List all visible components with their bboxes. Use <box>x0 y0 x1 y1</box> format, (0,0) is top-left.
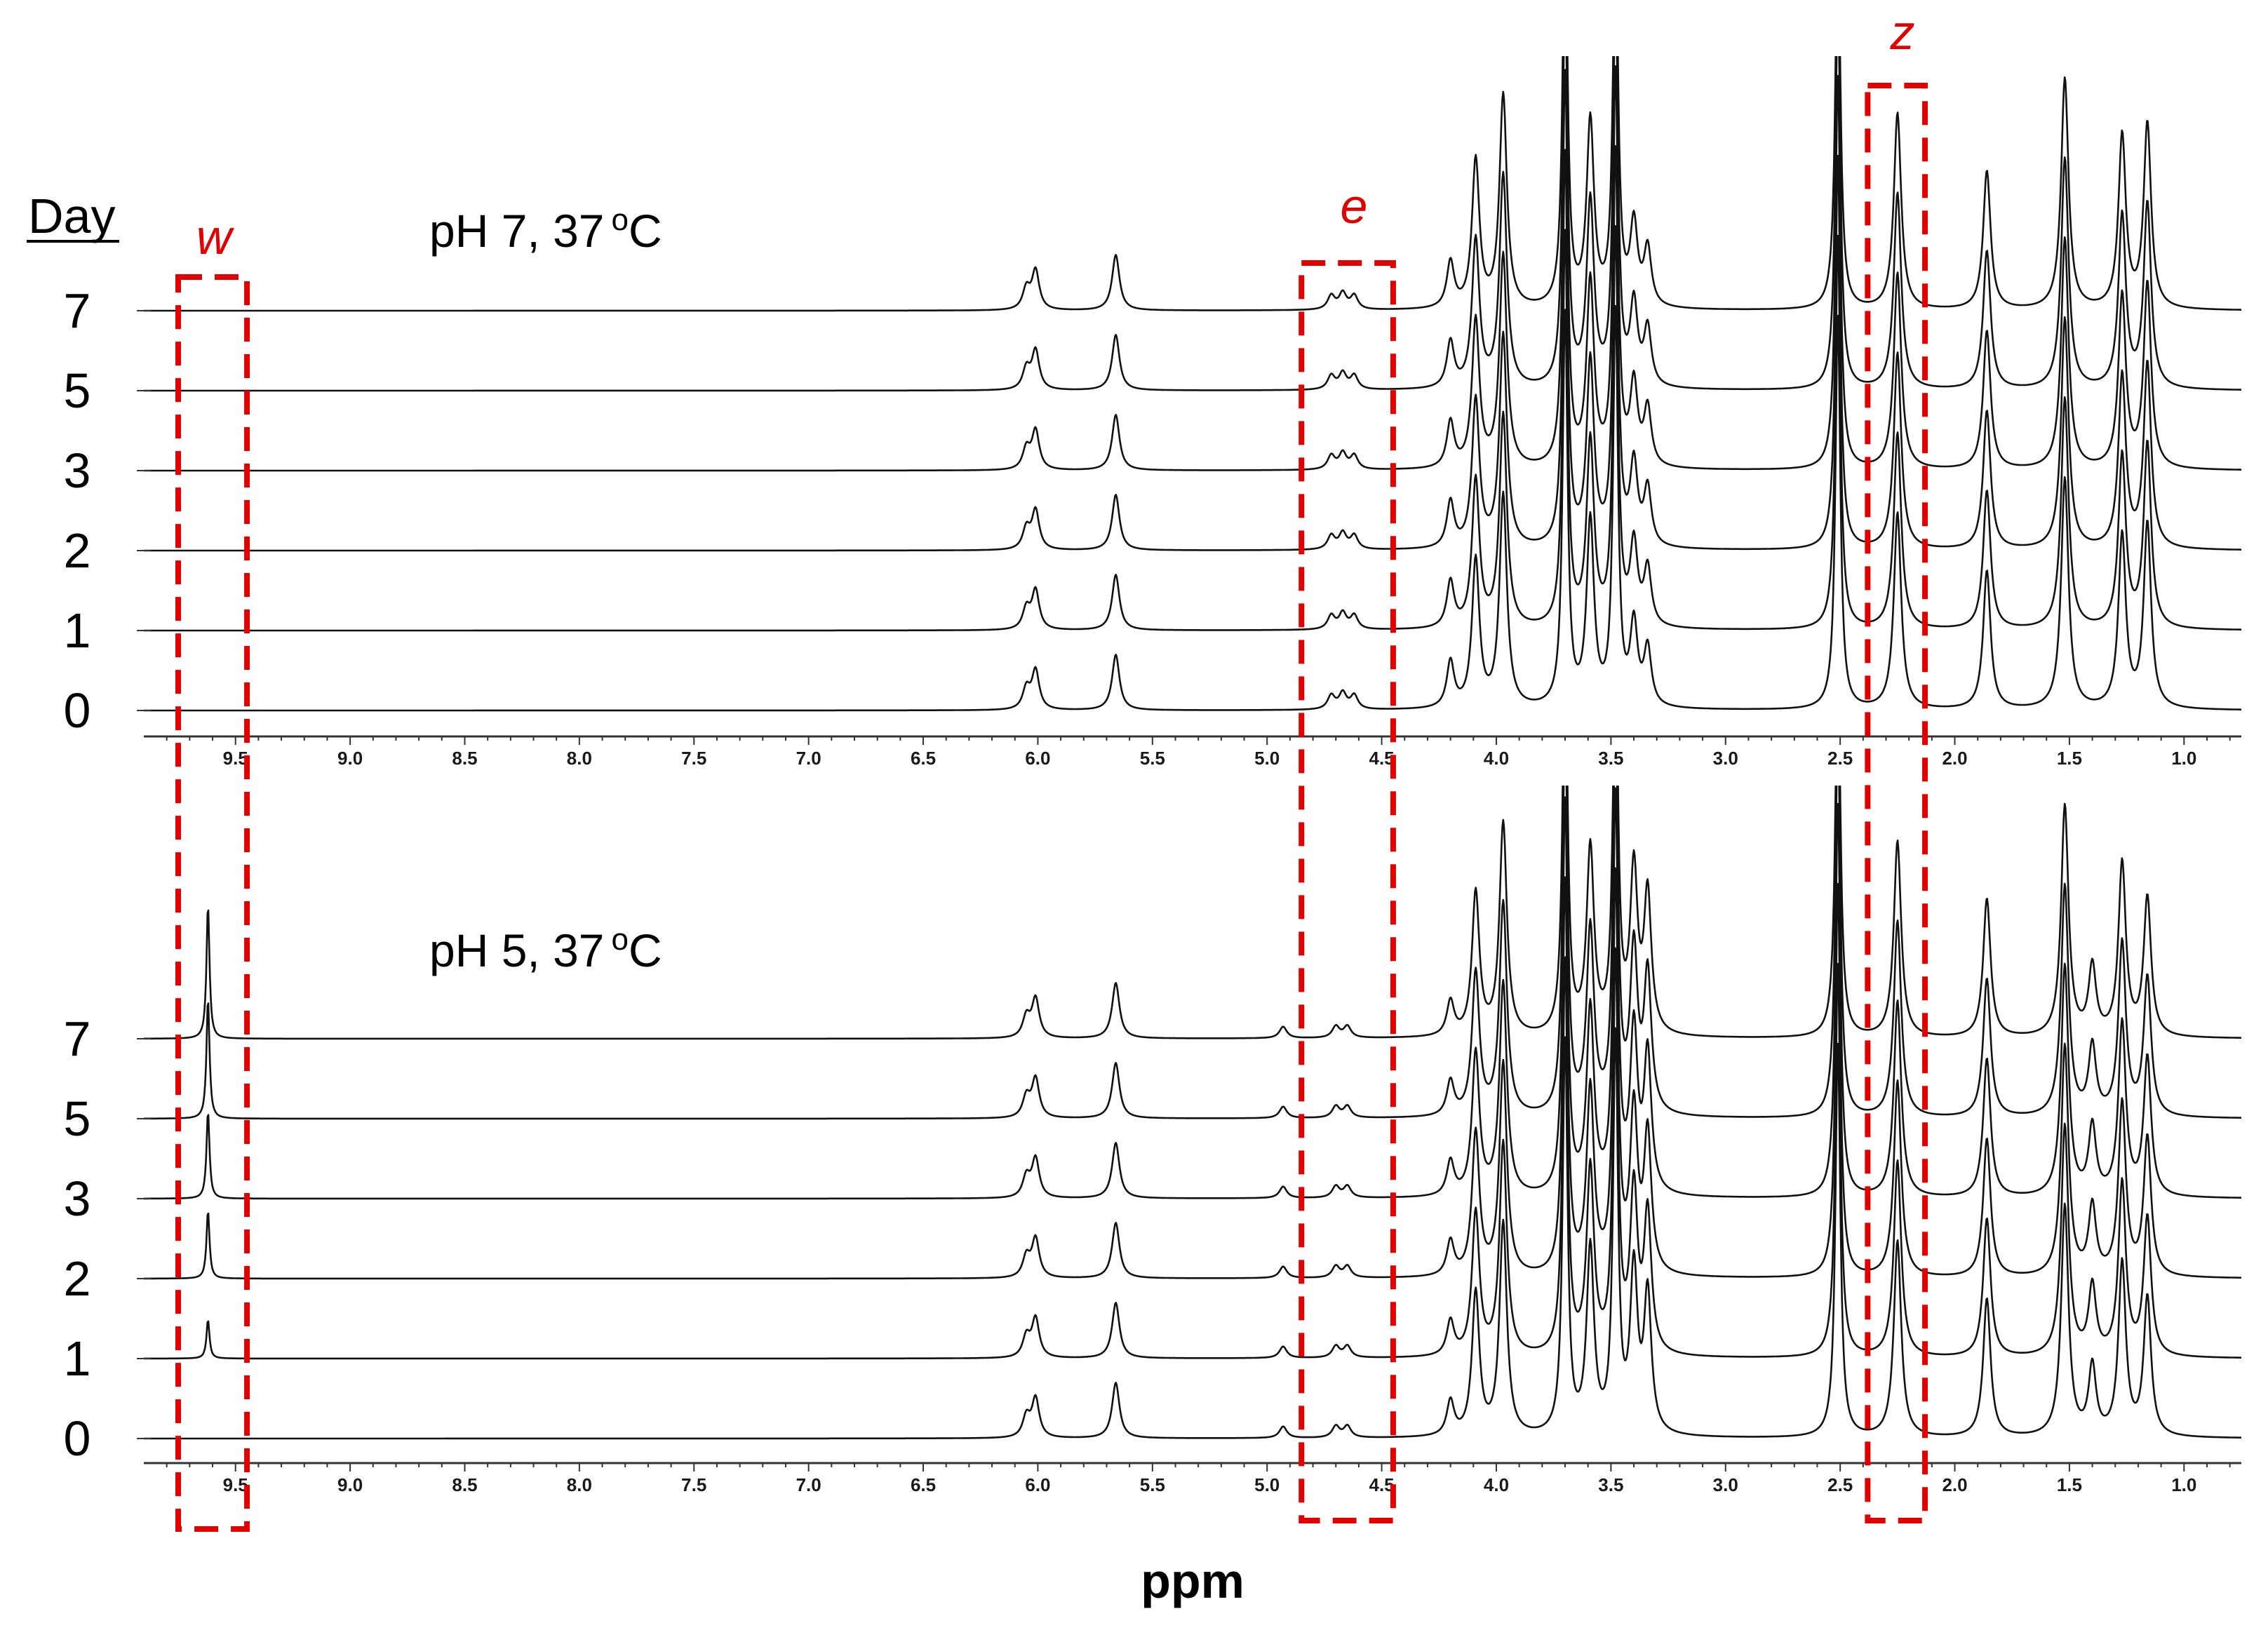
x-axis-label: ppm <box>1141 1554 1244 1608</box>
spectrum-day-2-panel-1 <box>143 144 2242 552</box>
x-tick-label: 5.0 <box>1254 1474 1280 1495</box>
x-tick-label: 8.0 <box>567 1474 592 1495</box>
x-tick-label: 4.5 <box>1369 1474 1395 1495</box>
x-tick-label: 5.0 <box>1254 748 1280 769</box>
spectrum-day-2-panel-2 <box>143 867 2242 1280</box>
spectrum-day-0-panel-1 <box>143 304 2242 712</box>
x-tick-label: 3.0 <box>1713 1474 1738 1495</box>
panel-2-condition: pH 5, 37 oC <box>429 922 662 976</box>
day-label: 7 <box>64 283 91 338</box>
x-tick-label: 4.0 <box>1484 748 1509 769</box>
spectrum-day-3-panel-2 <box>143 787 2242 1200</box>
annotation-box-z <box>1865 83 1928 1523</box>
x-tick-label: 8.5 <box>452 748 477 769</box>
spectrum-day-3-panel-1 <box>143 65 2242 472</box>
day-label: 0 <box>64 1411 91 1466</box>
x-tick-label: 2.5 <box>1827 1474 1853 1495</box>
x-tick-label: 3.0 <box>1713 748 1738 769</box>
spectra-layer <box>143 56 2242 1440</box>
x-tick-label: 4.5 <box>1369 748 1395 769</box>
spectrum-day-5-panel-1 <box>143 56 2242 392</box>
x-tick-label: 3.5 <box>1598 748 1623 769</box>
x-tick-label: 2.0 <box>1942 1474 1967 1495</box>
day-label: 3 <box>64 1171 91 1226</box>
day-label: 1 <box>64 603 91 658</box>
day-header: Day <box>28 189 115 243</box>
x-tick-label: 2.0 <box>1942 748 1967 769</box>
annotation-label-e: e <box>1341 179 1368 234</box>
day-label: 5 <box>64 1091 91 1146</box>
spectrum-day-1-panel-2 <box>143 947 2242 1360</box>
spectrum-day-1-panel-1 <box>143 224 2242 632</box>
x-tick-label: 1.5 <box>2057 1474 2082 1495</box>
annotation-label-w: w <box>196 210 235 264</box>
annotation-box-w <box>175 274 250 1532</box>
day-label: 2 <box>64 523 91 578</box>
day-label: 1 <box>64 1331 91 1386</box>
day-label: 7 <box>64 1011 91 1066</box>
x-tick-label: 1.5 <box>2057 748 2082 769</box>
spectrum-day-0-panel-2 <box>143 1027 2242 1440</box>
x-tick-label: 5.5 <box>1140 748 1165 769</box>
annotation-layer: w e z <box>175 5 1928 1532</box>
annotation-box-e <box>1299 260 1396 1523</box>
x-tick-label: 2.5 <box>1827 748 1853 769</box>
x-tick-label: 4.0 <box>1484 1474 1509 1495</box>
x-tick-label: 7.0 <box>796 748 821 769</box>
spectrum-day-7-panel-2 <box>143 786 2242 1040</box>
x-tick-label: 5.5 <box>1140 1474 1165 1495</box>
x-tick-label: 9.5 <box>223 1474 248 1495</box>
annotation-label-z: z <box>1890 5 1915 60</box>
x-tick-label: 8.0 <box>567 748 592 769</box>
axes-layer: 7 5 3 2 1 0 9.5 9.0 8.5 8.0 7.5 7.0 6.5 6.0 5.5 5.0 4.5 4… <box>64 283 2241 1495</box>
x-tick-label: 1.0 <box>2171 748 2196 769</box>
day-label: 3 <box>64 443 91 498</box>
day-label: 0 <box>64 683 91 738</box>
x-tick-label: 1.0 <box>2171 1474 2196 1495</box>
x-tick-label: 9.5 <box>223 748 248 769</box>
x-tick-label: 9.0 <box>337 748 363 769</box>
day-label: 5 <box>64 363 91 418</box>
spectrum-day-7-panel-1 <box>143 56 2242 312</box>
x-tick-label: 7.5 <box>681 1474 706 1495</box>
x-tick-label: 6.5 <box>911 1474 936 1495</box>
x-tick-label: 7.0 <box>796 1474 821 1495</box>
panel-2-spectra <box>143 786 2242 1440</box>
panel-1-condition: pH 7, 37 oC <box>429 203 662 257</box>
spectrum-day-5-panel-2 <box>143 786 2242 1120</box>
x-tick-label: 6.5 <box>911 748 936 769</box>
x-tick-label: 7.5 <box>681 748 706 769</box>
x-tick-label: 3.5 <box>1598 1474 1623 1495</box>
day-label: 2 <box>64 1251 91 1306</box>
x-tick-label: 6.0 <box>1025 748 1050 769</box>
x-tick-label: 6.0 <box>1025 1474 1050 1495</box>
panel-1-spectra <box>143 56 2242 712</box>
x-tick-label: 9.0 <box>337 1474 363 1495</box>
x-tick-label: 8.5 <box>452 1474 477 1495</box>
